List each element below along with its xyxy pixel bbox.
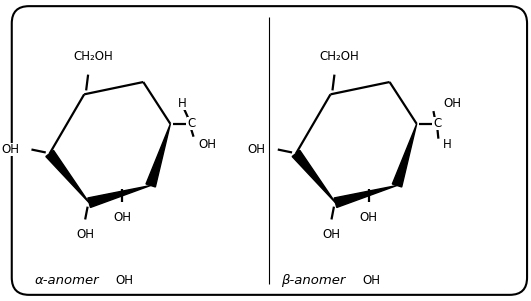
Text: OH: OH — [1, 143, 19, 156]
Polygon shape — [46, 150, 89, 203]
Polygon shape — [88, 185, 151, 207]
Polygon shape — [392, 124, 417, 187]
Text: C: C — [187, 117, 195, 130]
Text: β-anomer: β-anomer — [281, 274, 346, 287]
Polygon shape — [146, 124, 170, 187]
Text: α-anomer: α-anomer — [35, 274, 99, 287]
Text: CH₂OH: CH₂OH — [320, 50, 359, 63]
Text: CH₂OH: CH₂OH — [73, 50, 113, 63]
Text: OH: OH — [322, 228, 340, 241]
Text: OH: OH — [199, 138, 217, 151]
Text: OH: OH — [76, 228, 94, 241]
Text: OH: OH — [116, 274, 134, 287]
Polygon shape — [334, 185, 397, 207]
Text: OH: OH — [247, 143, 266, 156]
Text: C: C — [433, 117, 441, 130]
Text: OH: OH — [113, 211, 131, 224]
Text: H: H — [443, 138, 452, 151]
Text: H: H — [178, 97, 186, 110]
Text: OH: OH — [443, 97, 461, 110]
FancyBboxPatch shape — [12, 6, 527, 295]
Text: OH: OH — [359, 211, 378, 224]
Polygon shape — [292, 150, 336, 203]
Text: OH: OH — [362, 274, 380, 287]
